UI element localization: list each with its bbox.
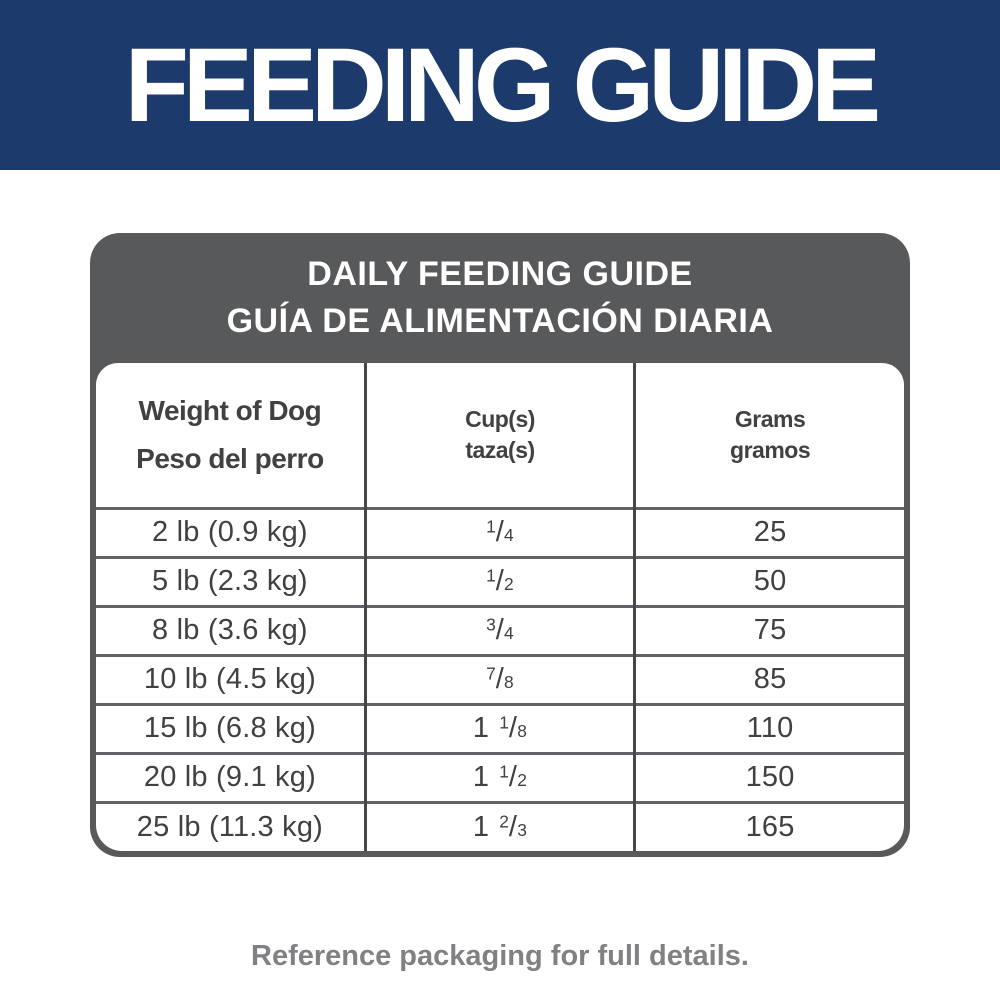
- weight-cell: 10 lb (4.5 kg): [96, 653, 366, 704]
- cups-label-en: Cup(s): [465, 406, 535, 433]
- weight-cell: 15 lb (6.8 kg): [96, 702, 366, 753]
- banner-title: FEEDING GUIDE: [124, 26, 881, 144]
- grams-cell: 85: [633, 653, 904, 704]
- table-row: 2 lb (0.9 kg) 1/4 25: [96, 506, 904, 557]
- fraction-denominator: 3: [517, 819, 528, 840]
- grams-cell: 50: [633, 555, 904, 606]
- grams-cell: 110: [633, 702, 904, 753]
- weight-label-en: Weight of Dog: [138, 394, 322, 426]
- fraction-slash: /: [495, 663, 505, 695]
- fraction-denominator: 2: [504, 574, 514, 594]
- table-row: 20 lb (9.1 kg) 1 1/2 150: [96, 751, 904, 802]
- card-title-spanish: GUÍA DE ALIMENTACIÓN DIARIA: [226, 302, 774, 340]
- fraction-numerator: 1: [499, 761, 509, 782]
- fraction-denominator: 8: [517, 721, 528, 741]
- weight-cell: 20 lb (9.1 kg): [96, 751, 366, 802]
- feeding-table-body: Weight of Dog Peso del perro Cup(s) taza…: [96, 363, 904, 851]
- column-header-grams: Grams gramos: [633, 363, 904, 508]
- cups-cell: 1 1/2: [363, 751, 635, 802]
- feeding-guide-banner: FEEDING GUIDE: [0, 0, 1000, 170]
- fraction-slash: /: [495, 614, 505, 646]
- fraction-numerator: 1: [486, 565, 496, 586]
- fraction-numerator: 1: [499, 712, 509, 733]
- fraction-numerator: 7: [486, 663, 496, 684]
- fraction-numerator: 1: [486, 516, 496, 537]
- weight-cell: 5 lb (2.3 kg): [96, 555, 366, 606]
- card-header: DAILY FEEDING GUIDE GUÍA DE ALIMENTACIÓN…: [90, 233, 910, 363]
- cup-whole: 1: [472, 712, 490, 744]
- card-title-english: DAILY FEEDING GUIDE: [307, 255, 693, 293]
- fraction-numerator: 3: [486, 614, 496, 635]
- grams-cell: 150: [633, 751, 904, 802]
- cups-label-es: taza(s): [465, 436, 535, 463]
- fraction-denominator: 2: [517, 770, 528, 790]
- fraction-denominator: 8: [504, 672, 514, 692]
- table-row: 8 lb (3.6 kg) 3/4 75: [96, 604, 904, 655]
- column-header-cups: Cup(s) taza(s): [363, 363, 635, 508]
- grams-cell: 165: [633, 800, 904, 851]
- fraction-slash: /: [495, 565, 505, 597]
- table-row: 5 lb (2.3 kg) 1/2 50: [96, 555, 904, 606]
- table-row: 25 lb (11.3 kg) 1 2/3 165: [96, 800, 904, 851]
- grams-cell: 25: [633, 506, 904, 557]
- feeding-table-rows: 2 lb (0.9 kg) 1/4 25 5 lb (2.3 kg) 1/2 5…: [96, 506, 904, 851]
- weight-label-es: Peso del perro: [136, 442, 324, 474]
- cups-cell: 1/2: [363, 555, 635, 606]
- cups-cell: 1 1/8: [363, 702, 635, 753]
- grams-cell: 75: [633, 604, 904, 655]
- grams-label-en: Grams: [734, 406, 806, 433]
- feeding-table-header: Weight of Dog Peso del perro Cup(s) taza…: [96, 363, 904, 508]
- table-row: 15 lb (6.8 kg) 1 1/8 110: [96, 702, 904, 753]
- fraction-slash: /: [508, 810, 518, 843]
- weight-cell: 25 lb (11.3 kg): [96, 800, 366, 851]
- grams-label-es: gramos: [730, 436, 811, 463]
- fraction-denominator: 4: [504, 525, 514, 545]
- weight-cell: 8 lb (3.6 kg): [96, 604, 366, 655]
- cups-cell: 1/4: [363, 506, 635, 557]
- cups-cell: 3/4: [363, 604, 635, 655]
- fraction-slash: /: [508, 761, 518, 793]
- fraction-slash: /: [508, 712, 518, 744]
- table-row: 10 lb (4.5 kg) 7/8 85: [96, 653, 904, 704]
- reference-note: Reference packaging for full details.: [251, 940, 749, 972]
- fraction-slash: /: [495, 516, 505, 548]
- cup-whole: 1: [472, 761, 490, 793]
- feeding-table: Weight of Dog Peso del perro Cup(s) taza…: [96, 363, 904, 851]
- fraction-numerator: 2: [499, 811, 509, 832]
- cups-cell: 7/8: [363, 653, 635, 704]
- daily-feeding-guide-card: DAILY FEEDING GUIDE GUÍA DE ALIMENTACIÓN…: [90, 233, 910, 857]
- column-header-weight: Weight of Dog Peso del perro: [96, 363, 365, 508]
- cup-whole: 1: [472, 810, 490, 843]
- cups-cell: 1 2/3: [363, 800, 635, 851]
- header-row: Weight of Dog Peso del perro Cup(s) taza…: [96, 363, 904, 508]
- weight-cell: 2 lb (0.9 kg): [96, 506, 366, 557]
- fraction-denominator: 4: [504, 623, 514, 643]
